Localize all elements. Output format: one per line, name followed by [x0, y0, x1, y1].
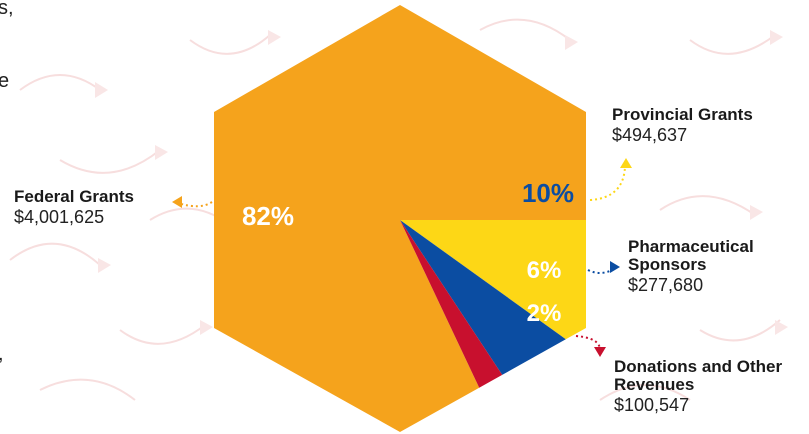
slice-amount-label: $4,001,625	[14, 206, 105, 227]
slice-name-label: Donations and Other Revenues	[614, 357, 783, 394]
percent-label: 10%	[522, 178, 574, 208]
legend-provincial-grants: Provincial Grants $494,637	[612, 106, 753, 145]
background-text-fragment: s,	[0, 0, 14, 19]
percent-label: 82%	[242, 201, 294, 231]
background-text-fragment: e	[0, 70, 10, 92]
slice-name-label: Pharmaceutical Sponsors	[628, 237, 754, 274]
arrowhead-icon	[610, 261, 620, 273]
legend-donations-other-revenues: Donations and Other Revenues $100,547	[614, 358, 794, 415]
slice-provincial-grants	[400, 220, 586, 340]
connector-line	[589, 165, 626, 201]
percent-label: 6%	[527, 257, 562, 284]
legend-pharmaceutical-sponsors: Pharmaceutical Sponsors $277,680	[628, 238, 798, 295]
legend-federal-grants: Federal Grants $4,001,625	[14, 188, 134, 227]
slice-amount-label: $277,680	[628, 274, 704, 295]
arrowhead-icon	[172, 196, 182, 208]
connector-line	[177, 201, 213, 208]
slice-name-label: Federal Grants	[14, 187, 134, 206]
connector-line	[587, 269, 613, 274]
slice-amount-label: $494,637	[612, 124, 688, 145]
arrowhead-icon	[620, 158, 632, 168]
slice-federal-grants	[214, 5, 586, 432]
slice-amount-label: $100,547	[614, 394, 690, 415]
arrowhead-icon	[594, 347, 606, 357]
slice-pharmaceutical-sponsors	[400, 220, 566, 375]
slice-donations-other-revenues	[400, 220, 503, 388]
slice-name-label: Provincial Grants	[612, 105, 753, 124]
background-text-fragment: ,	[0, 343, 4, 366]
percent-label: 2%	[527, 300, 562, 327]
